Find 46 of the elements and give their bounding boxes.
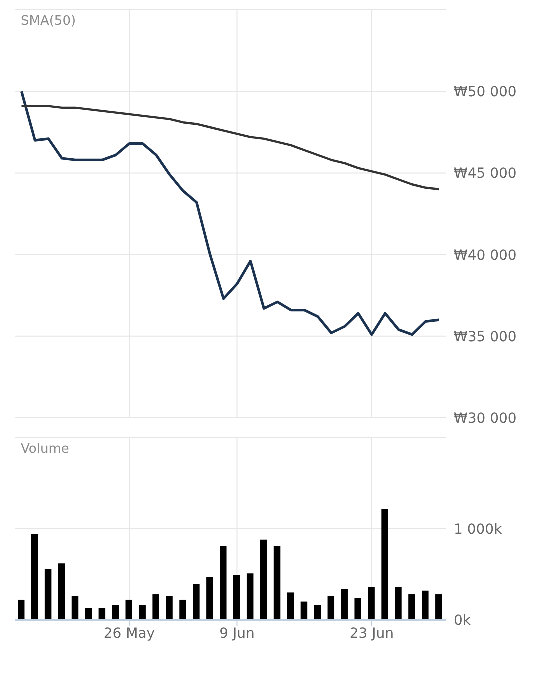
bar <box>328 596 335 620</box>
bar <box>139 605 146 620</box>
bar <box>368 587 375 620</box>
bar <box>152 594 160 620</box>
bar <box>193 584 200 620</box>
bar <box>44 569 52 620</box>
x-tick-label: 23 Jun <box>350 626 394 642</box>
y-tick-label: ₩40 000 <box>454 248 517 264</box>
line-series <box>20 105 440 191</box>
bar <box>112 605 120 620</box>
bar <box>234 575 240 620</box>
bar <box>58 564 66 620</box>
bar <box>180 600 186 620</box>
bar <box>287 592 294 620</box>
bar <box>422 590 429 620</box>
bar <box>382 508 388 620</box>
bar <box>314 605 322 620</box>
bar <box>408 594 416 620</box>
x-tick-label: 9 Jun <box>220 626 255 642</box>
bar <box>85 608 92 620</box>
bar <box>341 589 348 620</box>
chart-title: Volume <box>21 442 70 457</box>
chart-title: SMA(50) <box>21 14 76 29</box>
y-tick-label: ₩45 000 <box>454 166 517 182</box>
bar <box>220 546 227 620</box>
y-tick-label: ₩35 000 <box>454 329 517 346</box>
bar <box>395 587 402 620</box>
line-series <box>20 90 441 336</box>
bar <box>98 608 106 620</box>
bar <box>166 596 173 620</box>
bar <box>436 594 442 620</box>
bar <box>354 598 362 620</box>
y-tick-label: ₩30 000 <box>454 410 517 427</box>
bar <box>18 600 25 620</box>
bar <box>274 546 281 620</box>
bar <box>206 577 214 620</box>
bar <box>126 600 132 620</box>
bar <box>246 574 254 620</box>
x-tick-label: 26 May <box>104 626 156 642</box>
y-tick-label: 1 000k <box>454 522 504 538</box>
y-tick-label: 0k <box>454 612 472 629</box>
bar <box>31 534 38 620</box>
bar <box>260 540 268 620</box>
y-tick-label: ₩50 000 <box>454 84 517 101</box>
bar <box>72 596 79 620</box>
bar <box>300 602 308 620</box>
